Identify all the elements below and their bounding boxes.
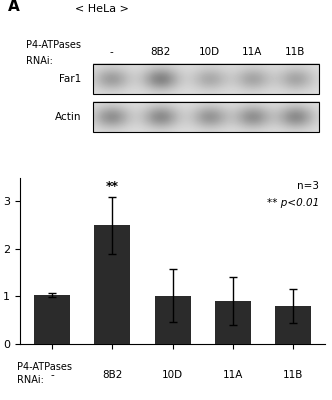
Text: 11A: 11A xyxy=(242,47,262,57)
Text: 10D: 10D xyxy=(199,47,220,57)
Bar xyxy=(94,225,130,344)
Text: -: - xyxy=(110,47,114,57)
Bar xyxy=(34,295,70,344)
Text: Far1: Far1 xyxy=(59,74,81,84)
Bar xyxy=(215,301,251,344)
Bar xyxy=(275,306,311,344)
Text: 11B: 11B xyxy=(285,47,305,57)
Text: P4-ATPases: P4-ATPases xyxy=(26,40,81,50)
Text: Actin: Actin xyxy=(54,112,81,122)
Text: 11B: 11B xyxy=(283,370,303,380)
Bar xyxy=(154,296,191,344)
Text: ** p<0.01: ** p<0.01 xyxy=(267,198,319,208)
Text: RNAi:: RNAi: xyxy=(17,375,43,385)
Text: 10D: 10D xyxy=(162,370,183,380)
Text: **: ** xyxy=(106,180,119,193)
Text: 8B2: 8B2 xyxy=(150,47,171,57)
Text: RNAi:: RNAi: xyxy=(26,56,53,66)
Text: P4-ATPases: P4-ATPases xyxy=(17,362,72,372)
Text: n=3: n=3 xyxy=(297,181,319,191)
Text: A: A xyxy=(8,0,20,14)
Text: 11A: 11A xyxy=(223,370,243,380)
Text: 8B2: 8B2 xyxy=(102,370,123,380)
Text: -: - xyxy=(50,370,54,380)
Text: < HeLa >: < HeLa > xyxy=(75,4,129,14)
Bar xyxy=(93,102,319,132)
Bar xyxy=(93,64,319,94)
